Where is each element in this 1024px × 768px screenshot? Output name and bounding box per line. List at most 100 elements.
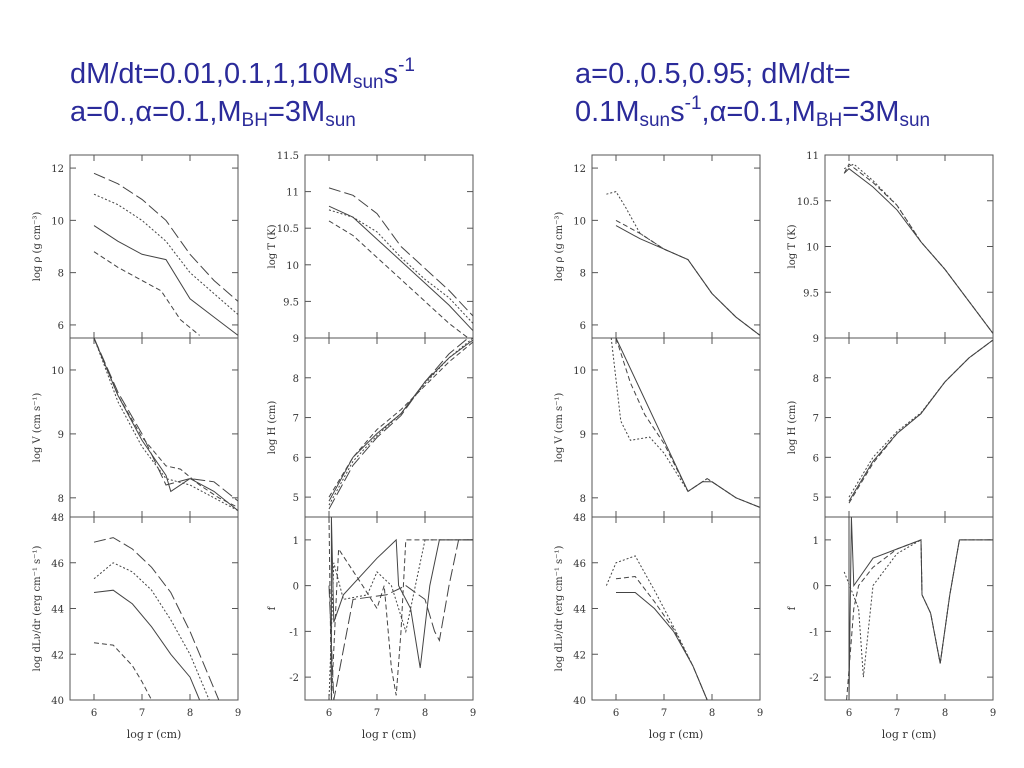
y-tick-label: -1 bbox=[809, 627, 819, 638]
y-tick-label: 10 bbox=[51, 366, 64, 377]
y-tick-label: 9 bbox=[580, 430, 586, 441]
panel-frame bbox=[591, 337, 761, 518]
y-tick-label: 10.5 bbox=[277, 224, 299, 235]
y-tick-label: 9 bbox=[813, 334, 819, 345]
x-tick-label: 7 bbox=[661, 708, 667, 719]
x-axis-label: log r (cm) bbox=[127, 728, 182, 741]
series-line-1 bbox=[330, 517, 473, 700]
series-line-4 bbox=[328, 338, 469, 510]
panel-right-T: 9.5 10 10.5 11 log T (K) bbox=[787, 151, 994, 339]
y-tick-label: 11 bbox=[286, 188, 299, 199]
x-tick-label: 6 bbox=[326, 708, 332, 719]
left-title-line2: a=0.,α=0.1,MBH=3Msun bbox=[70, 93, 415, 131]
panel-right-rho: 6 8 10 12 log ρ (g cm⁻³) bbox=[554, 154, 761, 339]
left-title-l2-text2: =0.1,M bbox=[152, 96, 242, 128]
panel-left-T: 9.5 10 10.5 11 11.5 log T (K) bbox=[267, 151, 474, 339]
left-title-l1-unit: s bbox=[383, 58, 399, 90]
panel-frame bbox=[304, 154, 474, 339]
y-tick-label: 8 bbox=[580, 494, 586, 505]
panel-frame bbox=[304, 337, 474, 518]
panel-frame bbox=[591, 516, 761, 701]
series-line-1 bbox=[848, 339, 993, 502]
y-tick-label: 8 bbox=[813, 374, 819, 385]
y-tick-label: 5 bbox=[813, 493, 819, 504]
x-tick-label: 8 bbox=[187, 708, 193, 719]
right-title-l2-sub2: BH bbox=[815, 110, 843, 131]
y-tick-label: 42 bbox=[573, 650, 586, 661]
right-title-l2-text: 0.1M bbox=[575, 96, 640, 128]
series-line-1 bbox=[328, 339, 473, 502]
series-line-3 bbox=[848, 339, 993, 498]
series-line-3 bbox=[328, 341, 473, 498]
right-title-l2-text2: =0.1,M bbox=[726, 96, 816, 128]
series-line-2 bbox=[328, 338, 473, 506]
x-tick-label: 6 bbox=[91, 708, 97, 719]
panel-left-f: -2 -1 0 1 6 7 8 9 f log r (cm) bbox=[267, 516, 476, 741]
series-line-2 bbox=[843, 163, 993, 334]
series-line-2 bbox=[328, 209, 473, 324]
right-title-l2-text3: =3M bbox=[842, 96, 900, 128]
series-line-2 bbox=[615, 575, 708, 700]
y-axis-label: f bbox=[787, 605, 798, 610]
panel-right-dL: 40 42 44 46 48 6 7 8 9 log dLν/dr (erg cm⁻¹ s⁻¹) l… bbox=[554, 513, 763, 741]
series-line-2 bbox=[615, 338, 760, 508]
right-title-l2-sub3: sun bbox=[899, 110, 931, 131]
y-tick-label: 40 bbox=[573, 696, 586, 707]
y-tick-label: 8 bbox=[58, 269, 64, 280]
series-line-4 bbox=[93, 172, 238, 302]
y-tick-label: 46 bbox=[51, 559, 64, 570]
y-tick-label: -1 bbox=[289, 627, 299, 638]
series-line-1 bbox=[843, 168, 993, 334]
y-tick-label: 12 bbox=[51, 164, 64, 175]
panel-frame bbox=[824, 337, 994, 518]
y-tick-label: 44 bbox=[51, 605, 64, 616]
x-tick-label: 8 bbox=[709, 708, 715, 719]
series-line-4 bbox=[93, 338, 238, 502]
y-tick-label: -2 bbox=[289, 673, 299, 684]
series-line-2 bbox=[848, 339, 993, 504]
x-tick-label: 6 bbox=[613, 708, 619, 719]
right-title-l2-unit: s bbox=[670, 96, 685, 128]
y-tick-label: 9.5 bbox=[803, 288, 819, 299]
series-line-1 bbox=[93, 589, 201, 700]
y-tick-label: 9.5 bbox=[283, 297, 299, 308]
left-title: dM/dt=0.01,0.1,1,10Msuns-1 a=0.,α=0.1,MB… bbox=[70, 55, 415, 131]
left-title-l2-sub2: sun bbox=[325, 110, 356, 131]
y-tick-label: 10.5 bbox=[797, 197, 819, 208]
right-title-line2: 0.1Msuns-1,α=0.1,MBH=3Msun bbox=[575, 93, 930, 131]
y-tick-label: 6 bbox=[58, 321, 64, 332]
series-line-1 bbox=[93, 338, 238, 511]
series-line-3 bbox=[605, 555, 708, 700]
y-axis-label: log V (cm s⁻¹) bbox=[554, 393, 565, 463]
series-line-4 bbox=[328, 187, 473, 317]
y-tick-label: 0 bbox=[813, 582, 819, 593]
right-title-line1: a=0.,0.5,0.95; dM/dt= bbox=[575, 55, 930, 93]
series-line-1 bbox=[615, 338, 760, 508]
series-line-3 bbox=[328, 517, 473, 700]
series-line-3 bbox=[843, 163, 993, 334]
x-tick-label: 8 bbox=[422, 708, 428, 719]
y-tick-label: 11 bbox=[806, 151, 819, 162]
right-title-l2-alpha: α bbox=[709, 96, 727, 128]
y-axis-label: log ρ (g cm⁻³) bbox=[32, 212, 43, 282]
x-axis-label: log r (cm) bbox=[649, 728, 704, 741]
y-tick-label: 44 bbox=[573, 605, 586, 616]
panel-right-f: -2 -1 0 1 6 7 8 9 f log r (cm) bbox=[787, 516, 996, 741]
x-tick-label: 9 bbox=[235, 708, 241, 719]
series-line-3 bbox=[93, 251, 200, 336]
x-tick-label: 7 bbox=[374, 708, 380, 719]
panel-frame bbox=[69, 516, 239, 701]
panel-left-V: 8 9 10 log V (cm s⁻¹) bbox=[32, 337, 239, 518]
y-tick-label: 40 bbox=[51, 696, 64, 707]
y-axis-label: f bbox=[267, 605, 278, 610]
y-tick-label: 42 bbox=[51, 650, 64, 661]
y-axis-label: log V (cm s⁻¹) bbox=[32, 393, 43, 463]
y-tick-label: 8 bbox=[293, 374, 299, 385]
y-tick-label: 48 bbox=[573, 513, 586, 524]
right-title-l2-comma: , bbox=[701, 96, 710, 128]
panel-left-rho: 6 8 10 12 log ρ (g cm⁻³) bbox=[32, 154, 239, 339]
series-line-2 bbox=[93, 193, 238, 315]
left-title-l2-text3: =3M bbox=[267, 96, 326, 128]
y-axis-label: log H (cm) bbox=[787, 401, 798, 455]
